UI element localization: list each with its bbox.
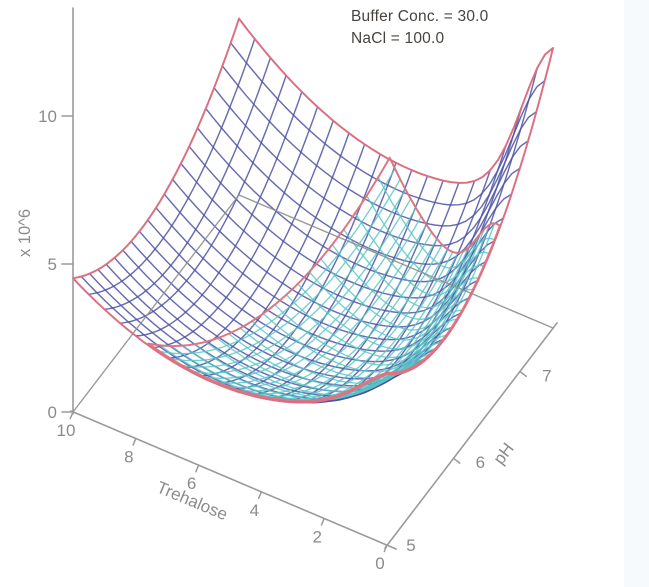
base-back-edges [72,194,554,413]
annotation-block: Buffer Conc. = 30.0 NaCl = 100.0 [351,6,489,49]
annotation-nacl: NaCl = 100.0 [351,29,445,47]
trehalose-tick-label: 8 [124,448,133,467]
ph-tick-label: 6 [476,453,485,472]
ph-axis-title: pH [489,439,517,468]
z-tick-label: 0 [48,403,57,422]
main-surface-mesh [72,17,554,404]
surface-outlines [72,17,554,404]
trehalose-tick-label: 0 [375,554,384,573]
ph-tick-label: 7 [542,366,551,385]
trehalose-tick-label: 2 [312,527,321,546]
z-tick-label: 10 [38,107,57,126]
trehalose-tick-label: 10 [57,421,76,440]
trehalose-tick-label: 6 [187,474,196,493]
z-tick-label: 5 [48,255,57,274]
z-axis-title: x 10^6 [16,209,34,257]
annotation-buffer-conc: Buffer Conc. = 30.0 [351,8,489,25]
page-background-strip [624,0,649,587]
trehalose-tick-label: 4 [250,501,259,520]
ph-tick-label: 5 [406,536,415,555]
